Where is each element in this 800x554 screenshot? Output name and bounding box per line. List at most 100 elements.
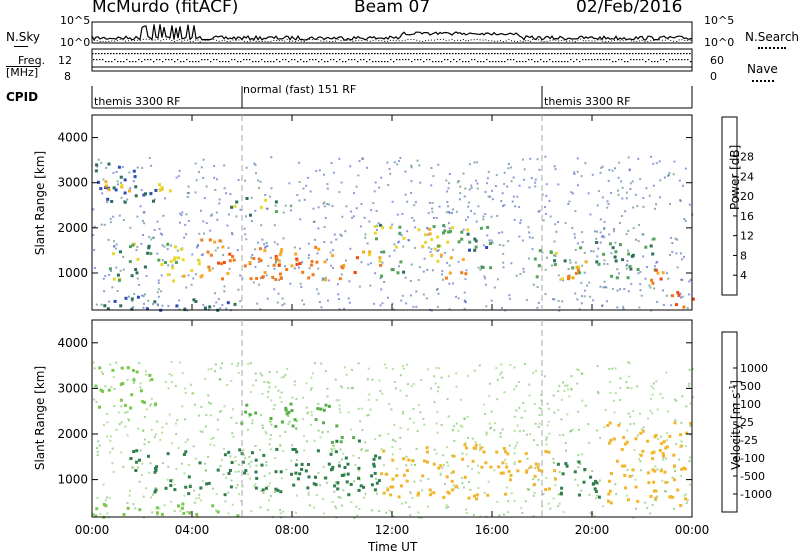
nave-mark <box>561 61 563 63</box>
power-speckle <box>473 212 476 215</box>
power-cell <box>576 268 580 272</box>
velocity-speckle <box>446 461 449 464</box>
velocity-speckle <box>537 426 540 428</box>
power-speckle <box>534 185 537 188</box>
power-speckle <box>522 270 525 273</box>
power-cell <box>614 250 618 254</box>
power-speckle <box>329 251 332 254</box>
velocity-speckle <box>435 422 438 425</box>
power-cell <box>368 250 372 254</box>
velocity-speckle <box>142 429 145 432</box>
power-cell <box>209 253 213 257</box>
power-speckle <box>491 241 494 244</box>
velocity-cell <box>262 453 266 457</box>
power-speckle <box>654 207 656 210</box>
power-panel <box>92 155 695 312</box>
velocity-speckle <box>464 442 467 445</box>
power-speckle <box>446 190 449 193</box>
freq-mark <box>548 53 550 55</box>
power-speckle <box>536 306 539 309</box>
power-speckle <box>194 273 197 276</box>
power-speckle <box>178 299 181 302</box>
velocity-speckle <box>501 428 504 431</box>
nave-mark <box>609 59 611 61</box>
power-cell <box>466 228 470 232</box>
power-speckle <box>507 167 510 170</box>
velocity-speckle <box>505 462 508 465</box>
power-cell <box>567 277 570 281</box>
power-speckle <box>586 284 589 287</box>
freq-mark <box>98 53 100 55</box>
velocity-speckle <box>243 453 245 456</box>
power-speckle <box>187 220 190 222</box>
velocity-speckle <box>577 410 580 413</box>
nave-mark <box>645 61 647 63</box>
freq-mark <box>344 53 346 55</box>
freq-mark <box>440 53 442 55</box>
velocity-speckle <box>166 478 169 481</box>
power-speckle <box>606 263 609 266</box>
freq-mark <box>164 53 166 55</box>
power-speckle <box>259 180 262 183</box>
velocity-speckle <box>351 368 353 371</box>
power-speckle <box>658 160 661 163</box>
power-cell <box>382 250 386 254</box>
power-speckle <box>429 251 432 253</box>
power-speckle <box>185 213 188 216</box>
power-speckle <box>388 255 391 258</box>
nave-tick-top: 60 <box>710 54 724 67</box>
nave-mark <box>192 61 194 63</box>
nave-mark <box>198 61 200 63</box>
velocity-speckle <box>132 503 135 506</box>
power-speckle <box>230 232 233 234</box>
velocity-speckle <box>451 429 454 432</box>
velocity-cell <box>295 450 299 454</box>
freq-mark <box>545 53 547 55</box>
power-cell <box>146 251 150 255</box>
power-speckle <box>316 252 319 255</box>
power-speckle <box>326 183 329 186</box>
velocity-speckle <box>269 495 272 497</box>
power-cell <box>228 259 232 263</box>
velocity-cell <box>241 460 245 464</box>
velocity-speckle <box>176 419 179 422</box>
power-speckle <box>437 163 440 166</box>
power-cell <box>399 260 403 264</box>
velocity-speckle <box>248 456 251 458</box>
power-speckle <box>273 267 276 270</box>
velocity-speckle <box>441 466 444 469</box>
freq-mark <box>605 53 607 55</box>
velocity-speckle <box>549 507 552 510</box>
power-cell <box>136 295 140 299</box>
velocity-cell <box>155 465 159 469</box>
nave-mark <box>186 59 188 61</box>
velocity-speckle <box>427 368 429 371</box>
power-cell <box>342 264 346 268</box>
power-speckle <box>410 166 413 169</box>
power-speckle <box>592 250 595 253</box>
velocity-speckle <box>454 486 456 489</box>
freq-mark <box>482 53 484 55</box>
nave-mark <box>183 61 185 63</box>
velocity-speckle <box>545 477 548 479</box>
power-speckle <box>157 288 160 291</box>
velocity-speckle <box>274 385 277 388</box>
power-speckle <box>153 198 156 201</box>
power-speckle <box>299 282 302 285</box>
velocity-speckle <box>469 488 472 491</box>
power-cell <box>595 241 599 244</box>
freq-mark <box>401 53 403 55</box>
freq-mark <box>281 53 283 55</box>
power-speckle <box>407 238 410 241</box>
velocity-speckle <box>287 415 290 417</box>
power-speckle <box>378 186 381 189</box>
power-speckle <box>603 227 606 229</box>
power-speckle <box>298 181 301 183</box>
velocity-speckle <box>513 447 516 449</box>
power-cell <box>142 193 146 197</box>
station-title: McMurdo (fitACF) <box>92 0 239 17</box>
velocity-speckle <box>301 418 304 421</box>
power-speckle <box>128 171 131 174</box>
velocity-cell <box>631 468 635 472</box>
velocity-speckle <box>148 471 151 474</box>
